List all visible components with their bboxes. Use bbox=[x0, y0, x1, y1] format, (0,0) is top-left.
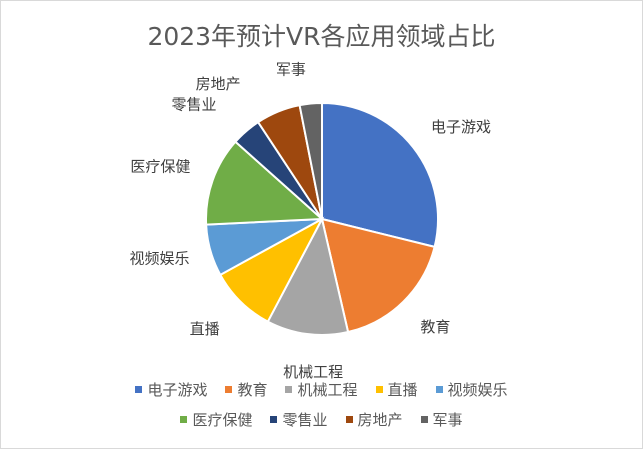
pie-slice-2 bbox=[320, 217, 436, 334]
legend-label: 电子游戏 bbox=[147, 381, 208, 399]
legend-item-8: 房地产 bbox=[345, 409, 403, 430]
legend-swatch bbox=[285, 386, 293, 393]
slice-label-8: 房地产 bbox=[196, 75, 241, 93]
slice-label-3: 机械工程 bbox=[283, 363, 343, 381]
slice-label-5: 视频娱乐 bbox=[129, 250, 189, 268]
legend-label: 教育 bbox=[237, 381, 268, 399]
legend-swatch bbox=[375, 386, 383, 393]
legend-swatch bbox=[135, 386, 143, 393]
legend-swatch bbox=[420, 416, 428, 423]
legend-item-1: 电子游戏 bbox=[135, 379, 207, 400]
slice-label-7: 零售业 bbox=[172, 96, 217, 114]
chart-title: 2023年预计VR各应用领域占比 bbox=[147, 22, 496, 51]
slice-label-1: 电子游戏 bbox=[431, 118, 491, 136]
legend-label: 医疗保健 bbox=[192, 411, 253, 429]
legend-item-7: 零售业 bbox=[270, 409, 328, 430]
slice-label-4: 直播 bbox=[190, 320, 220, 338]
slice-label-6: 医疗保健 bbox=[130, 157, 190, 175]
legend-item-4: 直播 bbox=[375, 379, 418, 400]
legend-item-3: 机械工程 bbox=[285, 379, 358, 400]
legend: 电子游戏 教育 机械工程 直播 视频娱乐 医疗保健 零售业 房地产 军事 bbox=[1, 379, 642, 439]
pie-slice-1 bbox=[321, 101, 439, 249]
legend-label: 军事 bbox=[432, 411, 463, 429]
legend-swatch bbox=[435, 386, 443, 393]
pie-slice-9 bbox=[298, 101, 323, 220]
legend-label: 房地产 bbox=[357, 411, 403, 429]
pie-slice-6 bbox=[205, 140, 325, 226]
legend-item-6: 医疗保健 bbox=[180, 409, 252, 430]
legend-swatch bbox=[225, 386, 233, 393]
legend-swatch bbox=[180, 416, 188, 423]
legend-item-5: 视频娱乐 bbox=[435, 379, 508, 400]
pie-slice-3 bbox=[266, 216, 350, 336]
legend-item-9: 军事 bbox=[420, 409, 463, 430]
legend-item-2: 教育 bbox=[225, 379, 267, 400]
legend-swatch bbox=[345, 416, 353, 423]
slice-label-2: 教育 bbox=[420, 318, 450, 336]
legend-label: 视频娱乐 bbox=[447, 381, 508, 399]
legend-swatch bbox=[270, 416, 278, 423]
legend-label: 直播 bbox=[387, 381, 418, 399]
legend-label: 零售业 bbox=[282, 411, 328, 429]
slice-label-9: 军事 bbox=[276, 61, 306, 79]
legend-label: 机械工程 bbox=[297, 381, 358, 399]
